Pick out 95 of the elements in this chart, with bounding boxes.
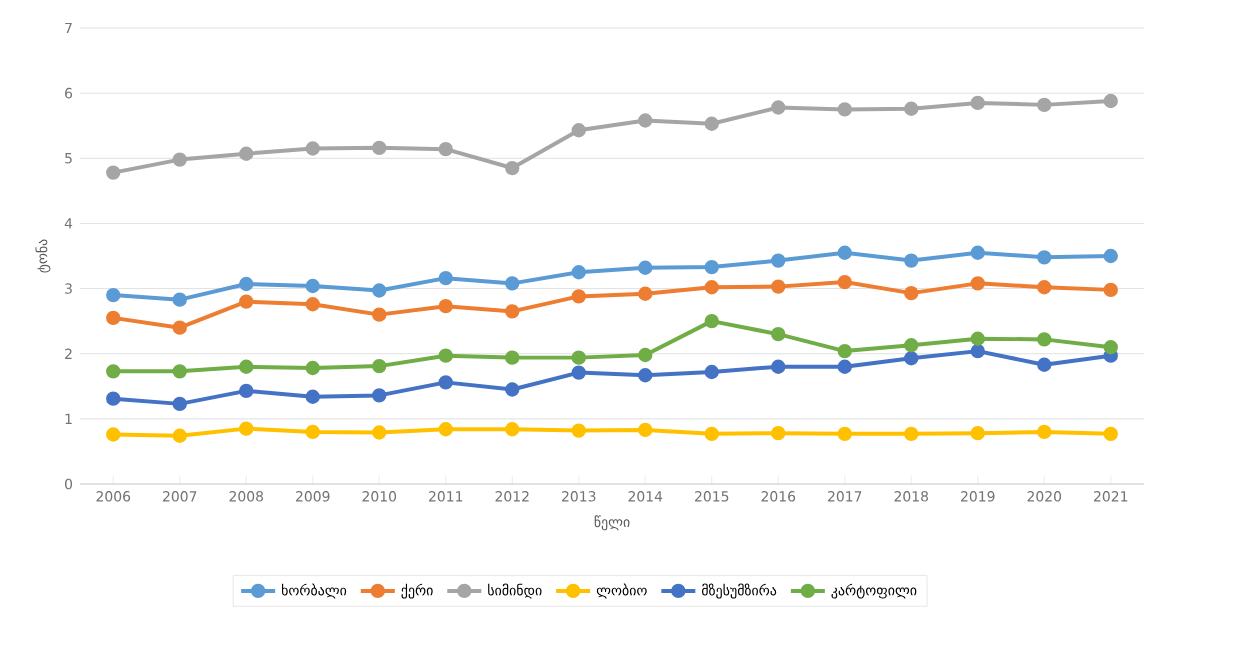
point <box>505 422 520 437</box>
point <box>438 270 453 286</box>
point <box>970 331 985 346</box>
point <box>505 350 520 365</box>
point <box>837 426 852 442</box>
point <box>1037 280 1052 295</box>
point <box>1103 426 1118 442</box>
point <box>904 351 919 366</box>
point <box>771 100 786 115</box>
point <box>1103 282 1118 298</box>
point <box>571 423 586 438</box>
point <box>1103 93 1118 109</box>
point <box>571 365 586 380</box>
point <box>1103 340 1118 355</box>
point <box>571 350 586 365</box>
point <box>704 364 719 380</box>
point <box>106 165 121 180</box>
point <box>904 285 919 301</box>
point <box>239 294 254 309</box>
point <box>239 146 254 161</box>
point <box>505 304 520 319</box>
point <box>837 343 852 359</box>
point <box>638 347 653 363</box>
point <box>106 310 121 326</box>
point <box>239 421 254 436</box>
point <box>571 123 586 138</box>
point <box>172 428 187 443</box>
point <box>505 382 520 397</box>
point <box>704 280 719 295</box>
point <box>372 358 387 374</box>
point <box>771 279 786 294</box>
point <box>305 389 320 404</box>
point <box>638 368 653 383</box>
point <box>438 375 453 390</box>
point <box>1037 97 1052 113</box>
point <box>172 320 187 335</box>
point <box>239 276 254 292</box>
point <box>771 359 786 374</box>
point <box>239 383 254 399</box>
point <box>970 95 985 111</box>
point <box>505 276 520 291</box>
point <box>1037 357 1052 372</box>
point <box>305 360 320 376</box>
point <box>970 276 985 291</box>
point <box>505 160 520 176</box>
point <box>970 426 985 441</box>
point <box>704 426 719 442</box>
point <box>638 113 653 128</box>
point <box>970 245 985 260</box>
point <box>571 289 586 304</box>
point <box>1103 248 1118 264</box>
point <box>106 391 121 406</box>
point <box>438 348 453 363</box>
point <box>904 338 919 353</box>
point <box>372 425 387 440</box>
point <box>305 278 320 294</box>
point <box>571 265 586 280</box>
point <box>172 364 187 379</box>
point <box>172 152 187 167</box>
point <box>771 253 786 268</box>
point <box>771 326 786 342</box>
point <box>372 140 387 156</box>
point <box>904 253 919 268</box>
point <box>904 101 919 116</box>
point <box>704 116 719 131</box>
point <box>837 274 852 290</box>
point <box>372 283 387 298</box>
point <box>438 141 453 157</box>
point <box>1037 250 1052 265</box>
point <box>305 141 320 156</box>
point <box>638 422 653 438</box>
point <box>904 426 919 442</box>
point <box>305 424 320 440</box>
point <box>172 292 187 307</box>
point <box>970 343 985 359</box>
point <box>704 313 719 329</box>
point <box>438 298 453 314</box>
point <box>638 260 653 275</box>
point <box>771 426 786 441</box>
point <box>305 297 320 312</box>
point <box>837 359 852 374</box>
point <box>372 388 387 403</box>
point <box>1037 424 1052 440</box>
point <box>372 307 387 322</box>
point <box>704 259 719 275</box>
point <box>106 427 121 442</box>
point <box>837 245 852 260</box>
point <box>1037 332 1052 347</box>
point <box>172 396 187 412</box>
point <box>239 359 254 374</box>
point <box>837 102 852 117</box>
point <box>438 422 453 437</box>
point <box>638 286 653 301</box>
point <box>106 287 121 303</box>
point <box>106 364 121 379</box>
